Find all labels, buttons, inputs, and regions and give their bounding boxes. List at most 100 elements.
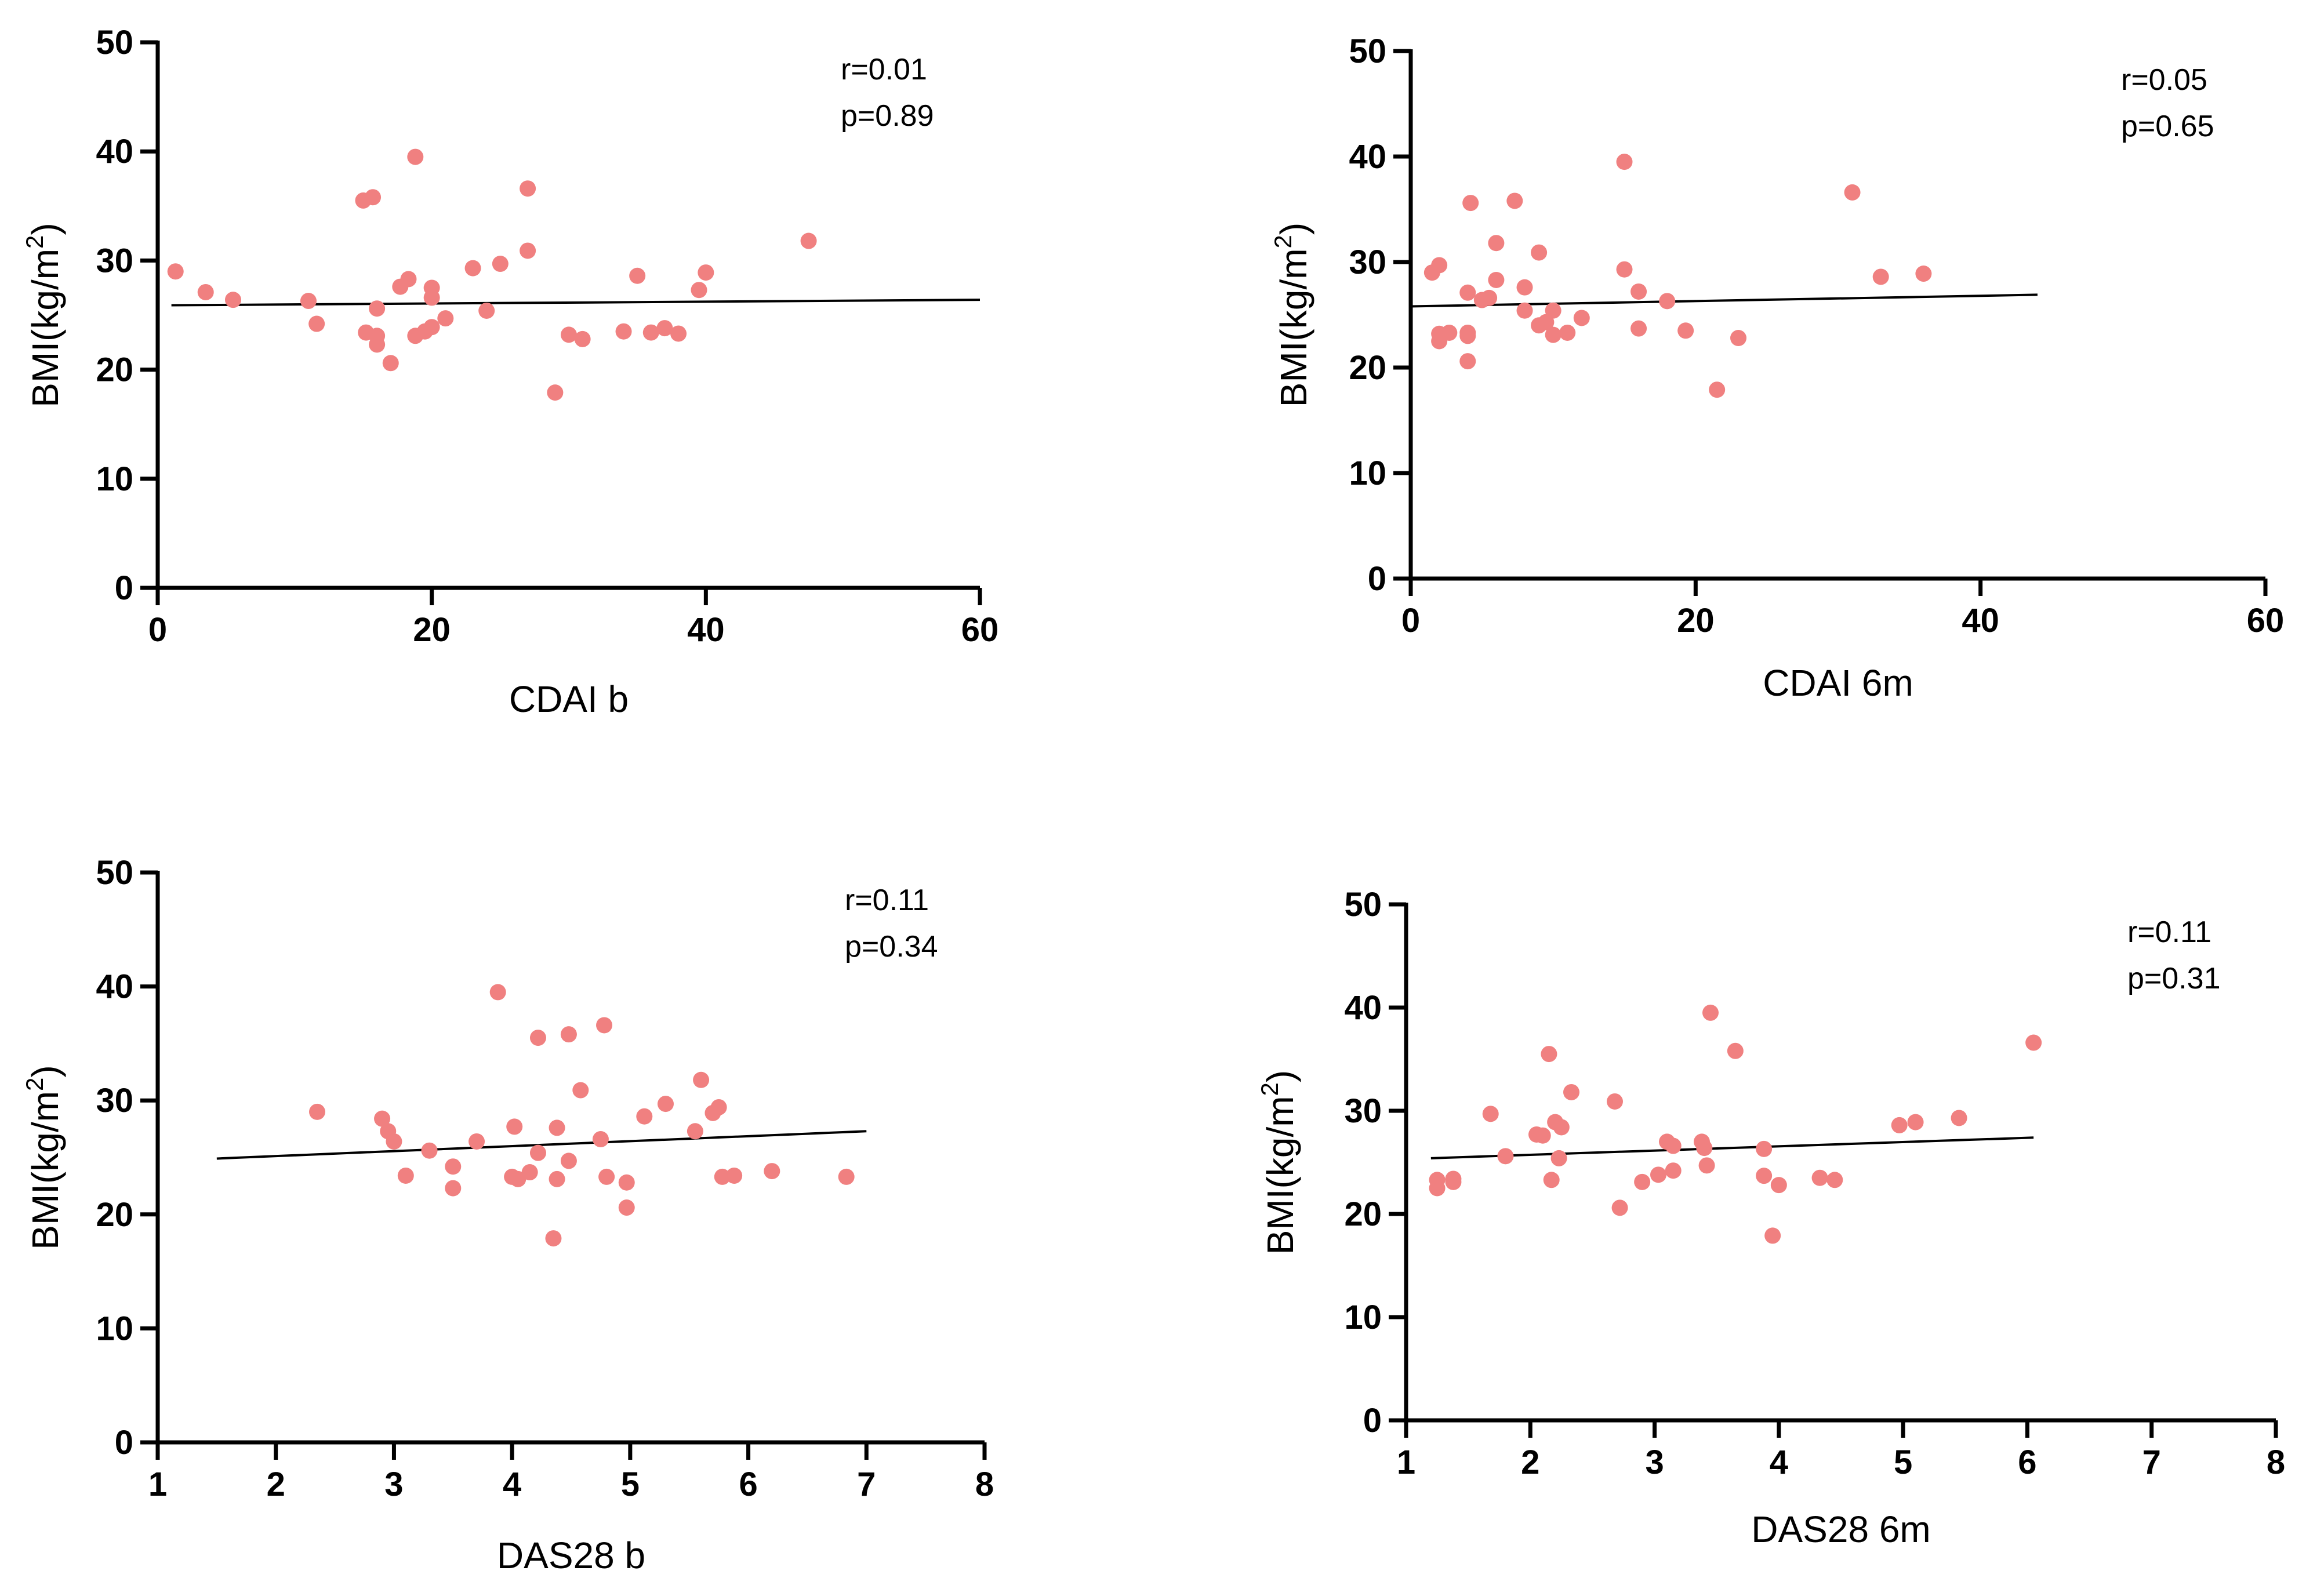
x-tick-label: 5 bbox=[621, 1466, 640, 1503]
correlation-r: r=0.01 bbox=[841, 53, 927, 86]
data-point bbox=[1727, 1042, 1744, 1059]
data-point bbox=[1891, 1117, 1908, 1133]
data-point bbox=[421, 1142, 438, 1159]
y-tick-label: 10 bbox=[1344, 1299, 1382, 1336]
data-point bbox=[698, 264, 714, 281]
data-point bbox=[656, 320, 673, 337]
data-point bbox=[1431, 257, 1448, 274]
x-tick-label: 20 bbox=[1677, 602, 1715, 639]
data-point bbox=[714, 1168, 731, 1185]
data-point bbox=[197, 283, 214, 300]
y-label-superscript: 2 bbox=[1269, 235, 1297, 248]
data-point bbox=[596, 1017, 613, 1034]
x-tick-label: 0 bbox=[1401, 602, 1420, 639]
data-point bbox=[726, 1167, 743, 1184]
data-point bbox=[1481, 289, 1498, 306]
data-point bbox=[1462, 195, 1479, 212]
data-point bbox=[592, 1131, 609, 1148]
data-point bbox=[529, 1030, 546, 1046]
data-point bbox=[1488, 235, 1505, 252]
y-label-superscript: 2 bbox=[1256, 1082, 1283, 1096]
data-point bbox=[642, 324, 659, 341]
data-point bbox=[1872, 268, 1889, 285]
y-tick-label: 0 bbox=[115, 1424, 133, 1462]
data-point bbox=[1459, 284, 1476, 301]
y-tick-label: 30 bbox=[1349, 243, 1386, 281]
data-point bbox=[615, 323, 632, 340]
x-axis-label: CDAI b bbox=[509, 678, 629, 720]
data-point bbox=[691, 282, 707, 299]
x-tick-label: 1 bbox=[1397, 1444, 1415, 1481]
data-point bbox=[1563, 1084, 1579, 1100]
data-point bbox=[1534, 1127, 1551, 1144]
y-tick-label: 0 bbox=[115, 569, 133, 607]
data-point bbox=[657, 1096, 674, 1113]
y-axis-label: BMI(kg/m2) bbox=[1269, 223, 1314, 407]
data-point bbox=[445, 1180, 462, 1197]
data-point bbox=[510, 1170, 526, 1187]
data-point bbox=[469, 1133, 485, 1150]
data-point bbox=[687, 1123, 703, 1140]
y-tick-label: 10 bbox=[1349, 455, 1386, 492]
data-point bbox=[1756, 1140, 1773, 1157]
data-point bbox=[1709, 381, 1726, 398]
x-axis-label: DAS28 6m bbox=[1751, 1508, 1930, 1550]
x-tick-label: 6 bbox=[2018, 1444, 2036, 1481]
p-value: p=0.89 bbox=[841, 99, 934, 133]
x-tick-label: 40 bbox=[687, 611, 725, 649]
x-tick-label: 3 bbox=[1645, 1444, 1664, 1481]
data-point bbox=[1516, 279, 1533, 296]
data-point bbox=[800, 232, 817, 249]
data-point bbox=[1951, 1110, 1967, 1126]
data-point bbox=[838, 1168, 855, 1185]
data-point bbox=[1459, 328, 1476, 344]
data-point bbox=[1506, 192, 1523, 209]
data-point bbox=[629, 267, 646, 284]
data-point bbox=[1538, 314, 1555, 330]
y-tick-label: 0 bbox=[1368, 560, 1386, 598]
data-point bbox=[492, 256, 509, 272]
x-tick-label: 20 bbox=[413, 611, 451, 649]
y-tick-label: 10 bbox=[96, 460, 133, 498]
x-tick-label: 7 bbox=[857, 1466, 876, 1503]
y-tick-label: 50 bbox=[96, 24, 133, 61]
data-point bbox=[1770, 1177, 1787, 1194]
p-value: p=0.65 bbox=[2121, 110, 2214, 143]
y-tick-label: 0 bbox=[1363, 1402, 1382, 1439]
y-label-main: BMI(kg/m bbox=[24, 1091, 66, 1250]
data-point bbox=[1665, 1137, 1682, 1154]
data-point bbox=[309, 1103, 326, 1120]
data-point bbox=[1550, 1150, 1567, 1166]
x-tick-label: 6 bbox=[739, 1466, 757, 1503]
y-tick-label: 10 bbox=[96, 1310, 133, 1347]
chart-top-right: 0 10 20 30 40 50 0 20 40 60 CDAI 6m BMI(kg/m2) r=0.0… bbox=[1269, 32, 2284, 704]
data-point bbox=[1634, 1173, 1651, 1190]
y-tick-label: 50 bbox=[1349, 32, 1386, 70]
data-point bbox=[693, 1071, 710, 1088]
x-tick-label: 4 bbox=[1770, 1444, 1788, 1481]
y-label-main: BMI(kg/m bbox=[24, 249, 66, 408]
data-point bbox=[1844, 184, 1861, 201]
data-point bbox=[1811, 1169, 1828, 1186]
x-tick-label: 7 bbox=[2142, 1444, 2161, 1481]
x-tick-label: 40 bbox=[1962, 602, 1999, 639]
x-tick-label: 2 bbox=[1521, 1444, 1539, 1481]
y-tick-label: 20 bbox=[96, 1196, 133, 1234]
y-label-close: ) bbox=[1259, 1070, 1301, 1082]
data-point bbox=[1730, 330, 1747, 347]
data-point bbox=[445, 1158, 462, 1175]
y-tick-label: 40 bbox=[1349, 138, 1386, 176]
y-axis-label: BMI(kg/m2) bbox=[21, 1065, 66, 1249]
data-point bbox=[1573, 310, 1590, 326]
data-point bbox=[1559, 324, 1576, 341]
data-point bbox=[423, 319, 440, 336]
data-point bbox=[382, 355, 399, 372]
data-point bbox=[670, 325, 687, 342]
data-point bbox=[1516, 302, 1533, 319]
data-point bbox=[300, 293, 317, 310]
y-label-superscript: 2 bbox=[21, 235, 48, 249]
chart-top-left: 0 10 20 30 40 50 0 20 40 60 CDAI b BMI(kg/m2) r=0.01… bbox=[21, 24, 998, 720]
